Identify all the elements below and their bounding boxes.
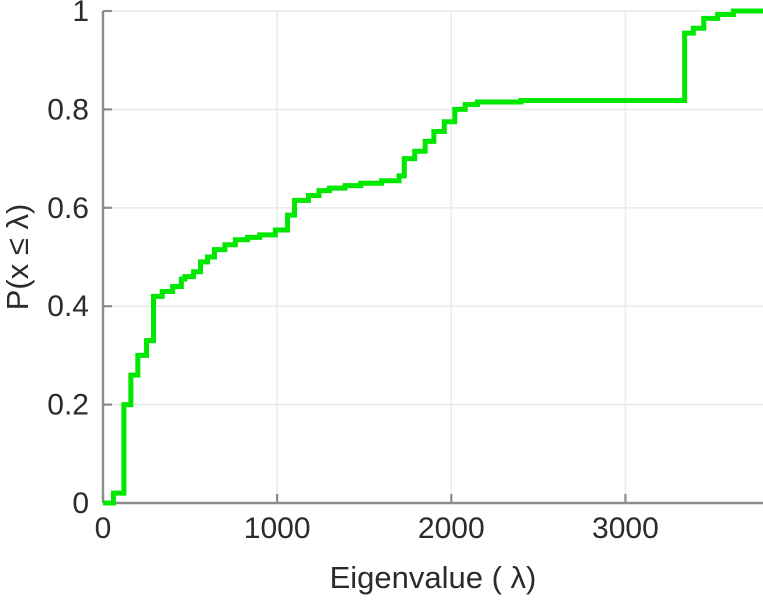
y-tick-label: 0.6: [47, 192, 89, 225]
x-tick-label: 1000: [244, 512, 311, 545]
x-tick-label: 3000: [592, 512, 659, 545]
x-axis-label-text: Eigenvalue ( λ): [330, 560, 537, 595]
data-series: [103, 8, 763, 506]
x-axis-label: Eigenvalue ( λ): [330, 560, 537, 595]
ecdf-step-line: [103, 8, 763, 506]
y-tick-label: 0.4: [47, 290, 89, 323]
x-tick-label: 0: [95, 512, 112, 545]
x-axis-ticks: 0 1000 2000 3000: [95, 494, 659, 545]
y-axis-ticks: 0 0.2 0.4 0.6 0.8 1: [47, 0, 112, 520]
x-tick-label: 2000: [418, 512, 485, 545]
y-tick-label: 0.8: [47, 93, 89, 126]
y-tick-label: 0: [72, 487, 89, 520]
grid-lines: [103, 10, 763, 503]
axis-lines: [101, 11, 763, 505]
y-axis-label-text: P(x ≤ λ): [0, 204, 35, 311]
y-tick-label: 1: [72, 0, 89, 28]
y-axis-label: P(x ≤ λ): [0, 204, 35, 311]
y-tick-label: 0.2: [47, 389, 89, 422]
